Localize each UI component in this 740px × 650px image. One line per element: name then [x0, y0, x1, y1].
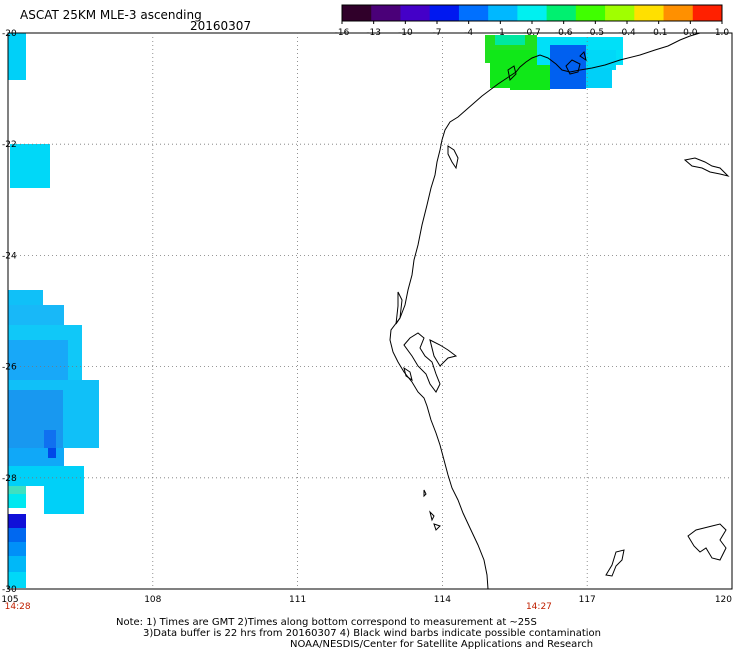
- map-title: ASCAT 25KM MLE-3 ascending: [20, 8, 202, 22]
- colorbar-swatch: [342, 5, 372, 21]
- x-tick-label: 120: [715, 595, 732, 605]
- coast-se-2: [687, 523, 727, 561]
- time-labels: 14:28 14:27: [5, 602, 552, 612]
- data-cell: [8, 556, 26, 572]
- note-line-3: NOAA/NESDIS/Center for Satellite Applica…: [290, 639, 594, 650]
- y-tick-label: -22: [2, 140, 17, 150]
- coastline: [389, 32, 730, 590]
- colorbar-swatch: [546, 5, 577, 21]
- data-cell: [8, 466, 48, 486]
- island-2: [579, 51, 587, 62]
- plot-frame: [7, 32, 733, 590]
- data-cell: [495, 35, 525, 45]
- data-cell: [8, 528, 26, 542]
- data-cell: [8, 572, 26, 588]
- colorbar-swatch: [634, 5, 665, 21]
- note-line-1: Note: 1) Times are GMT 2)Times along bot…: [116, 617, 537, 628]
- colorbar-swatch: [605, 5, 635, 21]
- y-tick-label: -30: [2, 585, 17, 595]
- y-tick-label: -26: [2, 363, 17, 373]
- x-tick-label: 111: [289, 595, 306, 605]
- y-tick-label: -20: [2, 29, 17, 39]
- scatterometer-data-cells: [8, 33, 623, 588]
- data-cell: [586, 68, 612, 88]
- data-cell: [8, 494, 26, 508]
- map-date: 20160307: [190, 19, 252, 33]
- dirk-hartog-island: [395, 291, 403, 325]
- data-cell: [8, 33, 26, 80]
- colorbar-swatch: [575, 5, 606, 21]
- x-tick-label: 108: [144, 595, 161, 605]
- data-cell: [510, 75, 550, 90]
- abrolhos-1: [423, 489, 427, 498]
- colorbar: [341, 4, 723, 22]
- island-1: [403, 366, 413, 382]
- time-label: 14:27: [526, 602, 552, 612]
- colorbar-swatch: [429, 5, 460, 21]
- colorbar-swatch: [400, 5, 431, 21]
- y-tick-label: -24: [2, 251, 17, 261]
- data-cell: [8, 542, 26, 556]
- coast-se-3: [605, 549, 625, 577]
- colorbar-swatch: [663, 5, 694, 21]
- colorbar-swatch: [488, 5, 518, 21]
- data-cell: [586, 50, 616, 70]
- abrolhos-3: [433, 523, 441, 531]
- shark-bay-inner: [429, 339, 458, 367]
- data-cell: [10, 144, 50, 188]
- graticule: [8, 33, 732, 589]
- data-cell: [48, 448, 56, 458]
- barrow-island: [507, 65, 517, 82]
- data-cell: [8, 340, 68, 380]
- x-tick-label: 114: [434, 595, 451, 605]
- shark-bay-peninsula: [403, 332, 441, 393]
- colorbar-swatch: [371, 5, 401, 21]
- colorbar-swatch: [517, 5, 548, 21]
- dampier-islands: [565, 59, 581, 75]
- x-tick-label: 117: [579, 595, 596, 605]
- exmouth-gulf: [447, 145, 459, 170]
- abrolhos-2: [429, 510, 435, 522]
- data-cell: [44, 430, 56, 450]
- coast-se-1: [683, 157, 730, 177]
- data-cell: [8, 486, 26, 494]
- time-label: 14:28: [5, 602, 31, 612]
- data-cell: [550, 45, 586, 89]
- colorbar-swatch: [458, 5, 489, 21]
- data-cell: [44, 466, 84, 514]
- x-tick-label: 105: [1, 595, 18, 605]
- note-line-2: 3)Data buffer is 22 hrs from 20160307 4)…: [143, 628, 601, 639]
- mainland-coast: [389, 32, 701, 590]
- data-cell: [8, 514, 26, 528]
- x-tick-labels: 105 108 111 114 117 120: [1, 595, 732, 605]
- y-tick-labels: -20 -22 -24 -26 -28 -30: [2, 29, 17, 595]
- y-tick-label: -28: [2, 474, 17, 484]
- colorbar-swatch: [692, 5, 723, 21]
